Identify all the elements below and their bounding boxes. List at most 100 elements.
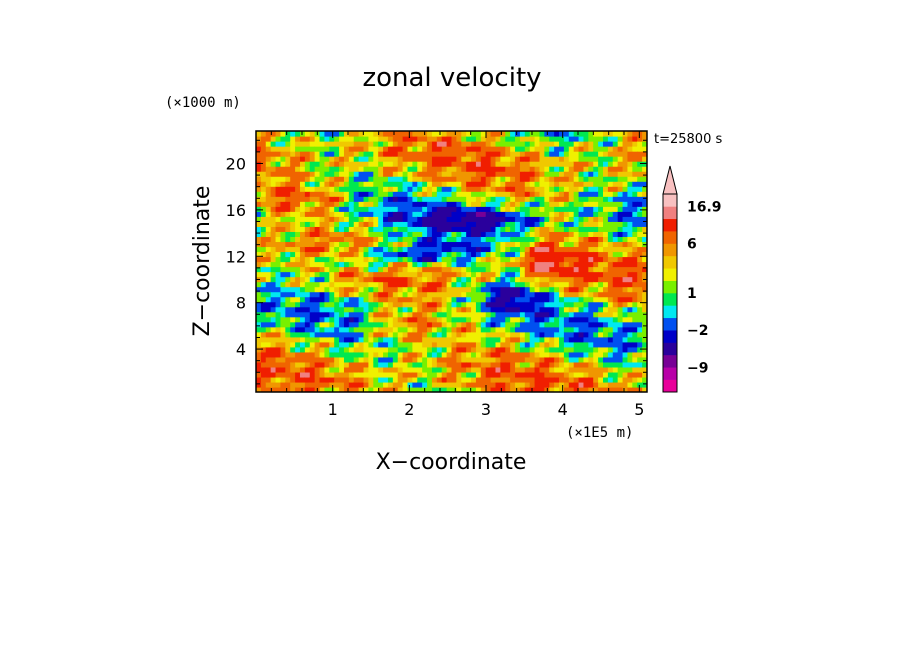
heatmap-cell: [598, 156, 604, 162]
heatmap-cell: [319, 276, 326, 283]
heatmap-cell: [358, 346, 365, 353]
heatmap-cell: [422, 251, 428, 258]
heatmap-cell: [378, 176, 384, 182]
heatmap-cell: [343, 196, 350, 202]
heatmap-cell: [339, 231, 345, 238]
heatmap-cell: [412, 181, 418, 187]
heatmap-cell: [353, 276, 360, 283]
heatmap-cell: [363, 176, 370, 182]
heatmap-cell: [373, 366, 379, 373]
heatmap-cell: [617, 301, 624, 308]
heatmap-cell: [471, 361, 477, 368]
heatmap-cell: [270, 241, 277, 248]
heatmap-cell: [373, 316, 379, 323]
heatmap-cell: [363, 146, 370, 152]
heatmap-cell: [515, 266, 521, 273]
heatmap-cell: [524, 201, 531, 207]
heatmap-cell: [260, 321, 267, 328]
heatmap-cell: [554, 176, 560, 182]
heatmap-cell: [617, 241, 624, 248]
heatmap-cell: [373, 161, 379, 167]
heatmap-cell: [373, 216, 379, 222]
heatmap-cell: [456, 331, 462, 338]
heatmap-cell: [627, 256, 633, 263]
heatmap-cell: [319, 296, 326, 303]
heatmap-cell: [603, 211, 609, 217]
x-tick-label: 5: [634, 400, 644, 419]
heatmap-cell: [422, 226, 428, 232]
heatmap-cell: [275, 166, 282, 172]
heatmap-cell: [334, 301, 340, 308]
heatmap-cell: [431, 341, 438, 348]
heatmap-cell: [612, 221, 619, 227]
heatmap-cell: [285, 271, 291, 278]
heatmap-cell: [627, 381, 633, 388]
heatmap-cell: [627, 186, 633, 192]
heatmap-cell: [422, 351, 428, 358]
heatmap-cell: [642, 171, 647, 177]
heatmap-cell: [358, 201, 365, 207]
heatmap-cell: [510, 191, 516, 197]
heatmap-cell: [519, 206, 526, 212]
heatmap-cell: [402, 206, 409, 212]
heatmap-cell: [256, 171, 262, 177]
heatmap-cell: [378, 196, 384, 202]
heatmap-cell: [563, 276, 570, 283]
heatmap-cell: [466, 196, 472, 202]
heatmap-cell: [607, 336, 614, 343]
heatmap-cell: [383, 136, 389, 142]
heatmap-cell: [598, 311, 604, 318]
heatmap-cell: [568, 181, 575, 187]
heatmap-cell: [554, 356, 560, 363]
heatmap-cell: [422, 306, 428, 313]
heatmap-cell: [637, 256, 643, 263]
heatmap-cell: [392, 306, 399, 313]
heatmap-cell: [309, 176, 316, 182]
heatmap-cell: [642, 186, 647, 192]
heatmap-cell: [539, 206, 545, 212]
heatmap-cell: [505, 186, 511, 192]
heatmap-cell: [500, 176, 506, 182]
heatmap-cell: [285, 321, 291, 328]
heatmap-cell: [265, 316, 272, 323]
heatmap-cell: [563, 251, 570, 258]
heatmap-cell: [632, 231, 638, 238]
heatmap-cell: [397, 241, 404, 248]
heatmap-cell: [260, 156, 267, 162]
heatmap-cell: [392, 346, 399, 353]
heatmap-cell: [563, 241, 570, 248]
heatmap-cell: [642, 381, 647, 388]
heatmap-cell: [632, 311, 638, 318]
heatmap-cell: [363, 191, 370, 197]
heatmap-cell: [598, 181, 604, 187]
heatmap-cell: [412, 291, 418, 298]
heatmap-cell: [387, 211, 394, 217]
heatmap-cell: [324, 176, 330, 182]
heatmap-cell: [280, 136, 286, 142]
heatmap-cell: [256, 141, 262, 147]
heatmap-cell: [348, 296, 355, 303]
heatmap-cell: [368, 296, 374, 303]
heatmap-cell: [285, 246, 291, 253]
heatmap-cell: [505, 346, 511, 353]
heatmap-cell: [490, 351, 497, 358]
heatmap-cell: [358, 306, 365, 313]
heatmap-cell: [319, 206, 326, 212]
heatmap-cell: [529, 211, 536, 217]
heatmap-cell: [324, 171, 330, 177]
heatmap-cell: [441, 186, 448, 192]
heatmap-cell: [363, 136, 370, 142]
heatmap-cell: [510, 341, 516, 348]
heatmap-cell: [270, 131, 277, 137]
heatmap-cell: [363, 171, 370, 177]
heatmap-cell: [471, 146, 477, 152]
heatmap-cell: [407, 186, 414, 192]
heatmap-cell: [573, 181, 580, 187]
heatmap-cell: [299, 271, 306, 278]
heatmap-cell: [397, 336, 404, 343]
heatmap-cell: [612, 201, 619, 207]
heatmap-cell: [358, 156, 365, 162]
heatmap-cell: [295, 316, 301, 323]
heatmap-cell: [378, 166, 384, 172]
heatmap-cell: [392, 376, 399, 383]
